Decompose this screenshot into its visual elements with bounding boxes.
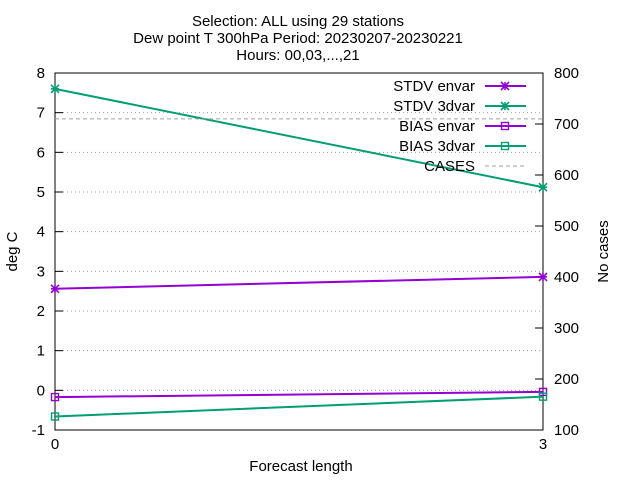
legend-marker <box>500 141 510 151</box>
x-tick-label: 3 <box>539 436 547 453</box>
y2-tick-label: 200 <box>554 371 579 388</box>
series-line-3 <box>54 395 544 418</box>
y2-tick-label: 600 <box>554 167 579 184</box>
y2-axis-label: No cases <box>595 220 612 283</box>
y2-tick-label: 500 <box>554 218 579 235</box>
data-point <box>538 387 548 397</box>
legend-label: STDV 3dvar <box>393 98 475 115</box>
legend-marker <box>500 81 510 91</box>
y-tick-label: 8 <box>37 65 45 82</box>
data-point <box>538 182 548 192</box>
plot-frame <box>54 72 544 431</box>
legend: STDV envar STDV 3dvar BIAS envar BIAS 3dvar… <box>393 78 526 175</box>
y-tick-label: 6 <box>37 144 45 161</box>
y-tick-label: 4 <box>37 224 45 241</box>
x-tick-label: 0 <box>51 436 59 453</box>
data-point <box>50 392 60 402</box>
data-point <box>50 84 60 94</box>
y-tick-label: 1 <box>37 343 45 360</box>
grid <box>55 112 543 391</box>
data-point <box>538 272 548 282</box>
axis-ticks: -1 0 1 2 3 4 5 6 7 8 100 200 300 400 500 600 700 800 0 3 <box>32 65 579 453</box>
y-tick-label: 2 <box>37 303 45 320</box>
y2-tick-label: 400 <box>554 269 579 286</box>
title-line: Hours: 00,03,...,21 <box>236 47 359 64</box>
y2-tick-label: 700 <box>554 116 579 133</box>
legend-label: BIAS envar <box>399 118 475 135</box>
legend-label: BIAS 3dvar <box>399 138 475 155</box>
series-line-1 <box>54 87 544 189</box>
title-line: Selection: ALL using 29 stations <box>192 13 404 30</box>
y2-tick-label: 300 <box>554 320 579 337</box>
series-line-2 <box>54 390 544 399</box>
legend-marker <box>500 121 510 131</box>
y2-tick-label: 100 <box>554 422 579 439</box>
data-point <box>50 284 60 294</box>
y-tick-label: 7 <box>37 105 45 122</box>
legend-marker <box>500 101 510 111</box>
legend-label: STDV envar <box>393 78 475 95</box>
series-layer <box>50 84 548 421</box>
data-point <box>538 392 548 401</box>
x-axis-label: Forecast length <box>249 458 352 475</box>
series-line-0 <box>54 275 544 290</box>
y-tick-label: 3 <box>37 263 45 280</box>
y-tick-label: 5 <box>37 184 45 201</box>
title-line: Dew point T 300hPa Period: 20230207-2023… <box>133 30 463 47</box>
y-tick-label: 0 <box>37 382 45 399</box>
y-tick-label: -1 <box>32 422 45 439</box>
data-point <box>50 412 60 421</box>
legend-label: CASES <box>424 158 475 175</box>
y-axis-label: deg C <box>4 231 21 271</box>
y2-tick-label: 800 <box>554 65 579 82</box>
